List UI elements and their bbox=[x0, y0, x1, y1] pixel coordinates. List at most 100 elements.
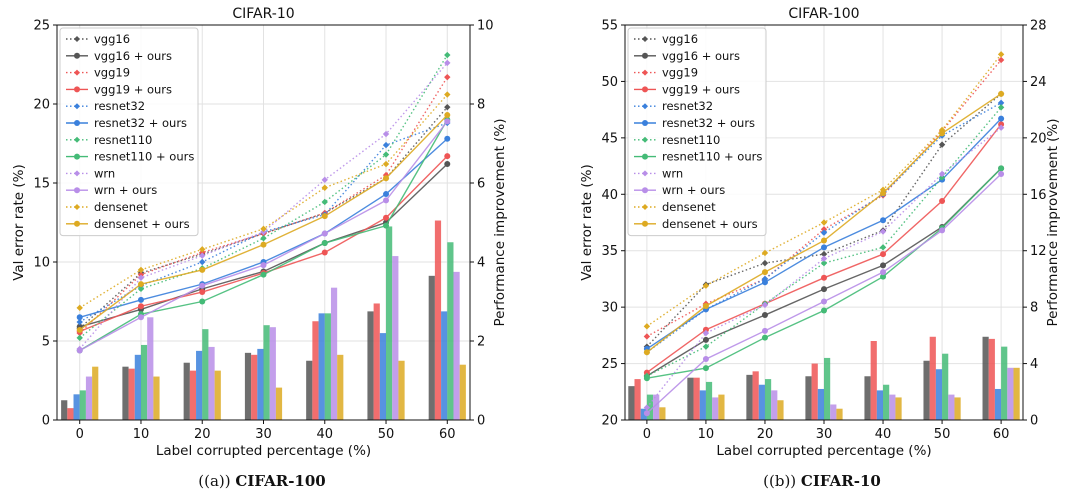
point-resnet32-ours bbox=[998, 115, 1005, 122]
point-vgg16 bbox=[938, 141, 946, 148]
point-resnet110 bbox=[444, 51, 451, 59]
point-wrn-ours bbox=[880, 269, 887, 276]
point-densenet bbox=[879, 186, 887, 193]
point-resnet32-ours bbox=[76, 314, 83, 321]
point-vgg19-ours bbox=[199, 289, 206, 296]
y2-tick-label: 24 bbox=[1030, 75, 1047, 90]
legend: vgg16 vgg16 + ours vgg19 vgg19 + ours resnet… bbox=[627, 27, 767, 237]
y-tick-label: 40 bbox=[601, 188, 618, 203]
point-wrn-ours bbox=[643, 410, 650, 417]
legend-entry: vgg16 + ours bbox=[94, 49, 172, 63]
bar-resnet110 bbox=[824, 357, 831, 420]
y-axis-label: Val error rate (%) bbox=[11, 164, 27, 281]
point-wrn bbox=[643, 404, 651, 411]
bar-resnet32 bbox=[134, 354, 141, 420]
bar-resnet110 bbox=[705, 381, 713, 420]
y-tick-label: 45 bbox=[601, 131, 618, 146]
bar-vgg16 bbox=[61, 400, 68, 420]
bar-wrn bbox=[948, 394, 955, 420]
point-densenet bbox=[820, 219, 828, 226]
point-resnet110-ours bbox=[321, 240, 328, 247]
x-tick-label: 20 bbox=[757, 427, 774, 442]
x-tick-label: 50 bbox=[934, 427, 951, 442]
bar-vgg19 bbox=[128, 368, 135, 420]
bar-resnet110 bbox=[447, 242, 454, 420]
bar-vgg16 bbox=[367, 311, 374, 420]
legend-entry: wrn bbox=[662, 166, 683, 180]
point-resnet110 bbox=[938, 174, 946, 181]
legend-entry: resnet110 + ours bbox=[662, 150, 762, 164]
point-wrn-ours bbox=[939, 227, 946, 234]
y-tick-label: 25 bbox=[33, 19, 50, 34]
point-densenet-ours bbox=[998, 90, 1005, 97]
point-densenet bbox=[382, 160, 390, 168]
panel-cifar10-chart: 0 5 10 15 20 25 0 2 4 6 8 10 0 10 20 30 40 50 60 CIFAR-10 La… bbox=[11, 6, 508, 459]
bar-resnet32 bbox=[257, 348, 264, 420]
point-wrn-ours bbox=[444, 118, 451, 125]
point-vgg16-ours bbox=[702, 336, 709, 343]
point-resnet110 bbox=[321, 198, 328, 206]
chart-title: CIFAR-10 bbox=[232, 6, 294, 22]
y2-tick-label: 6 bbox=[477, 177, 485, 192]
y-tick-label: 15 bbox=[33, 177, 50, 192]
point-vgg19 bbox=[997, 56, 1005, 64]
bar-densenet bbox=[836, 408, 843, 420]
point-vgg19-ours bbox=[444, 153, 451, 160]
point-wrn bbox=[321, 176, 328, 184]
point-densenet-ours bbox=[199, 266, 206, 273]
point-vgg16 bbox=[820, 250, 828, 258]
legend-entry: resnet110 bbox=[94, 133, 152, 147]
point-wrn bbox=[137, 274, 145, 281]
y2-tick-label: 0 bbox=[1030, 414, 1038, 429]
legend-box bbox=[59, 27, 199, 237]
point-resnet110-ours bbox=[998, 165, 1005, 172]
x-axis-label: Label corrupted percentage (%) bbox=[156, 443, 371, 459]
bar-densenet bbox=[92, 366, 99, 420]
point-resnet110 bbox=[76, 334, 83, 342]
bar-resnet110 bbox=[883, 384, 890, 420]
bar-densenet bbox=[275, 387, 283, 420]
y2-tick-label: 20 bbox=[1030, 131, 1047, 146]
point-wrn-ours bbox=[761, 327, 768, 334]
point-vgg19-ours bbox=[643, 369, 650, 376]
legend-entry: resnet32 bbox=[662, 99, 713, 113]
legend-swatch-marker bbox=[642, 187, 648, 194]
point-resnet32-ours bbox=[444, 135, 451, 142]
point-densenet-ours bbox=[643, 349, 650, 356]
point-resnet32 bbox=[382, 141, 390, 149]
point-wrn-ours bbox=[998, 170, 1005, 177]
legend-swatch-marker bbox=[642, 220, 648, 227]
bar-wrn bbox=[1007, 367, 1014, 420]
y-tick-label: 5 bbox=[42, 335, 50, 350]
point-densenet bbox=[643, 323, 651, 330]
point-wrn bbox=[938, 170, 946, 178]
x-tick-label: 60 bbox=[993, 427, 1010, 442]
bar-densenet bbox=[954, 397, 961, 420]
bar-resnet32 bbox=[73, 394, 80, 420]
point-vgg19 bbox=[444, 73, 451, 81]
bar-resnet32 bbox=[441, 311, 448, 420]
caption-b: ((b)) CIFAR-10 bbox=[763, 472, 881, 490]
legend-swatch-marker bbox=[642, 120, 648, 126]
bar-resnet32 bbox=[935, 369, 943, 420]
legend-swatch-marker bbox=[642, 136, 648, 143]
bar-vgg16 bbox=[122, 366, 129, 420]
point-resnet32 bbox=[76, 318, 83, 326]
x-tick-label: 40 bbox=[316, 427, 333, 442]
point-resnet110 bbox=[879, 244, 887, 251]
bar-resnet110 bbox=[764, 379, 772, 420]
bar-densenet bbox=[659, 407, 666, 420]
point-densenet bbox=[761, 249, 769, 257]
legend-swatch-marker bbox=[642, 153, 648, 160]
point-resnet32-ours bbox=[383, 191, 390, 198]
x-tick-label: 30 bbox=[816, 427, 833, 442]
bar-vgg19 bbox=[811, 363, 818, 420]
point-wrn bbox=[199, 252, 206, 259]
y-tick-label: 0 bbox=[42, 414, 50, 429]
y-axis-label: Val error rate (%) bbox=[579, 164, 595, 281]
point-densenet-ours bbox=[444, 112, 451, 119]
x-tick-label: 50 bbox=[378, 427, 395, 442]
point-wrn bbox=[879, 228, 887, 235]
legend-swatch-marker bbox=[642, 170, 648, 177]
